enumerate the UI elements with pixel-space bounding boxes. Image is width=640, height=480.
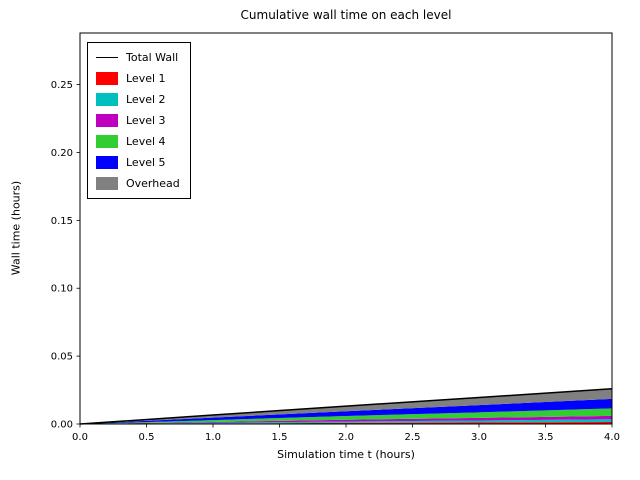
legend-entry-level-1: Level 1: [96, 70, 180, 87]
x-tick-label: 4.0: [604, 432, 620, 443]
total-wall-line: [79, 387, 613, 425]
area-level-1: [80, 421, 612, 424]
legend-label: Level 4: [126, 135, 166, 148]
x-tick-label: 3.0: [471, 432, 487, 443]
legend-label: Level 1: [126, 72, 166, 85]
legend-entry-level-2: Level 2: [96, 91, 180, 108]
y-tick-label: 0.15: [51, 216, 73, 227]
legend-patch-swatch: [96, 72, 118, 85]
legend-patch-swatch: [96, 114, 118, 127]
legend-entry-level-3: Level 3: [96, 112, 180, 129]
chart-title: Cumulative wall time on each level: [240, 8, 452, 22]
legend-label: Level 2: [126, 93, 166, 106]
legend-entry-level-4: Level 4: [96, 133, 180, 150]
legend-line-swatch: [96, 57, 118, 58]
area-level-5: [80, 398, 612, 424]
legend-entry-level-5: Level 5: [96, 154, 180, 171]
y-axis-label: Wall time (hours): [9, 180, 23, 276]
x-tick-label: 0.5: [139, 432, 155, 443]
y-tick-label: 0.10: [51, 284, 73, 295]
x-axis-label: Simulation time t (hours): [277, 448, 415, 461]
legend-patch-swatch: [96, 156, 118, 169]
legend-entry-total-wall: Total Wall: [96, 49, 180, 66]
y-tick-label: 0.25: [51, 80, 73, 91]
x-tick-label: 0.0: [72, 432, 88, 443]
x-tick-label: 2.0: [338, 432, 354, 443]
x-tick-label: 1.0: [205, 432, 221, 443]
area-level-2: [80, 419, 612, 424]
legend-label: Level 5: [126, 156, 166, 169]
legend-label: Overhead: [126, 177, 180, 190]
y-tick-label: 0.00: [51, 420, 73, 431]
legend-label: Total Wall: [126, 51, 179, 64]
legend-patch-swatch: [96, 135, 118, 148]
legend-label: Level 3: [126, 114, 166, 127]
legend-patch-swatch: [96, 177, 118, 190]
x-tick-label: 3.5: [538, 432, 554, 443]
legend: Total Wall Level 1 Level 2 Level 3 Level…: [87, 42, 191, 199]
x-tick-label: 2.5: [405, 432, 421, 443]
area-level-4: [80, 408, 612, 424]
legend-entry-overhead: Overhead: [96, 175, 180, 192]
x-tick-label: 1.5: [272, 432, 288, 443]
y-tick-label: 0.05: [51, 352, 73, 363]
legend-patch-swatch: [96, 93, 118, 106]
y-tick-label: 0.20: [51, 148, 73, 159]
